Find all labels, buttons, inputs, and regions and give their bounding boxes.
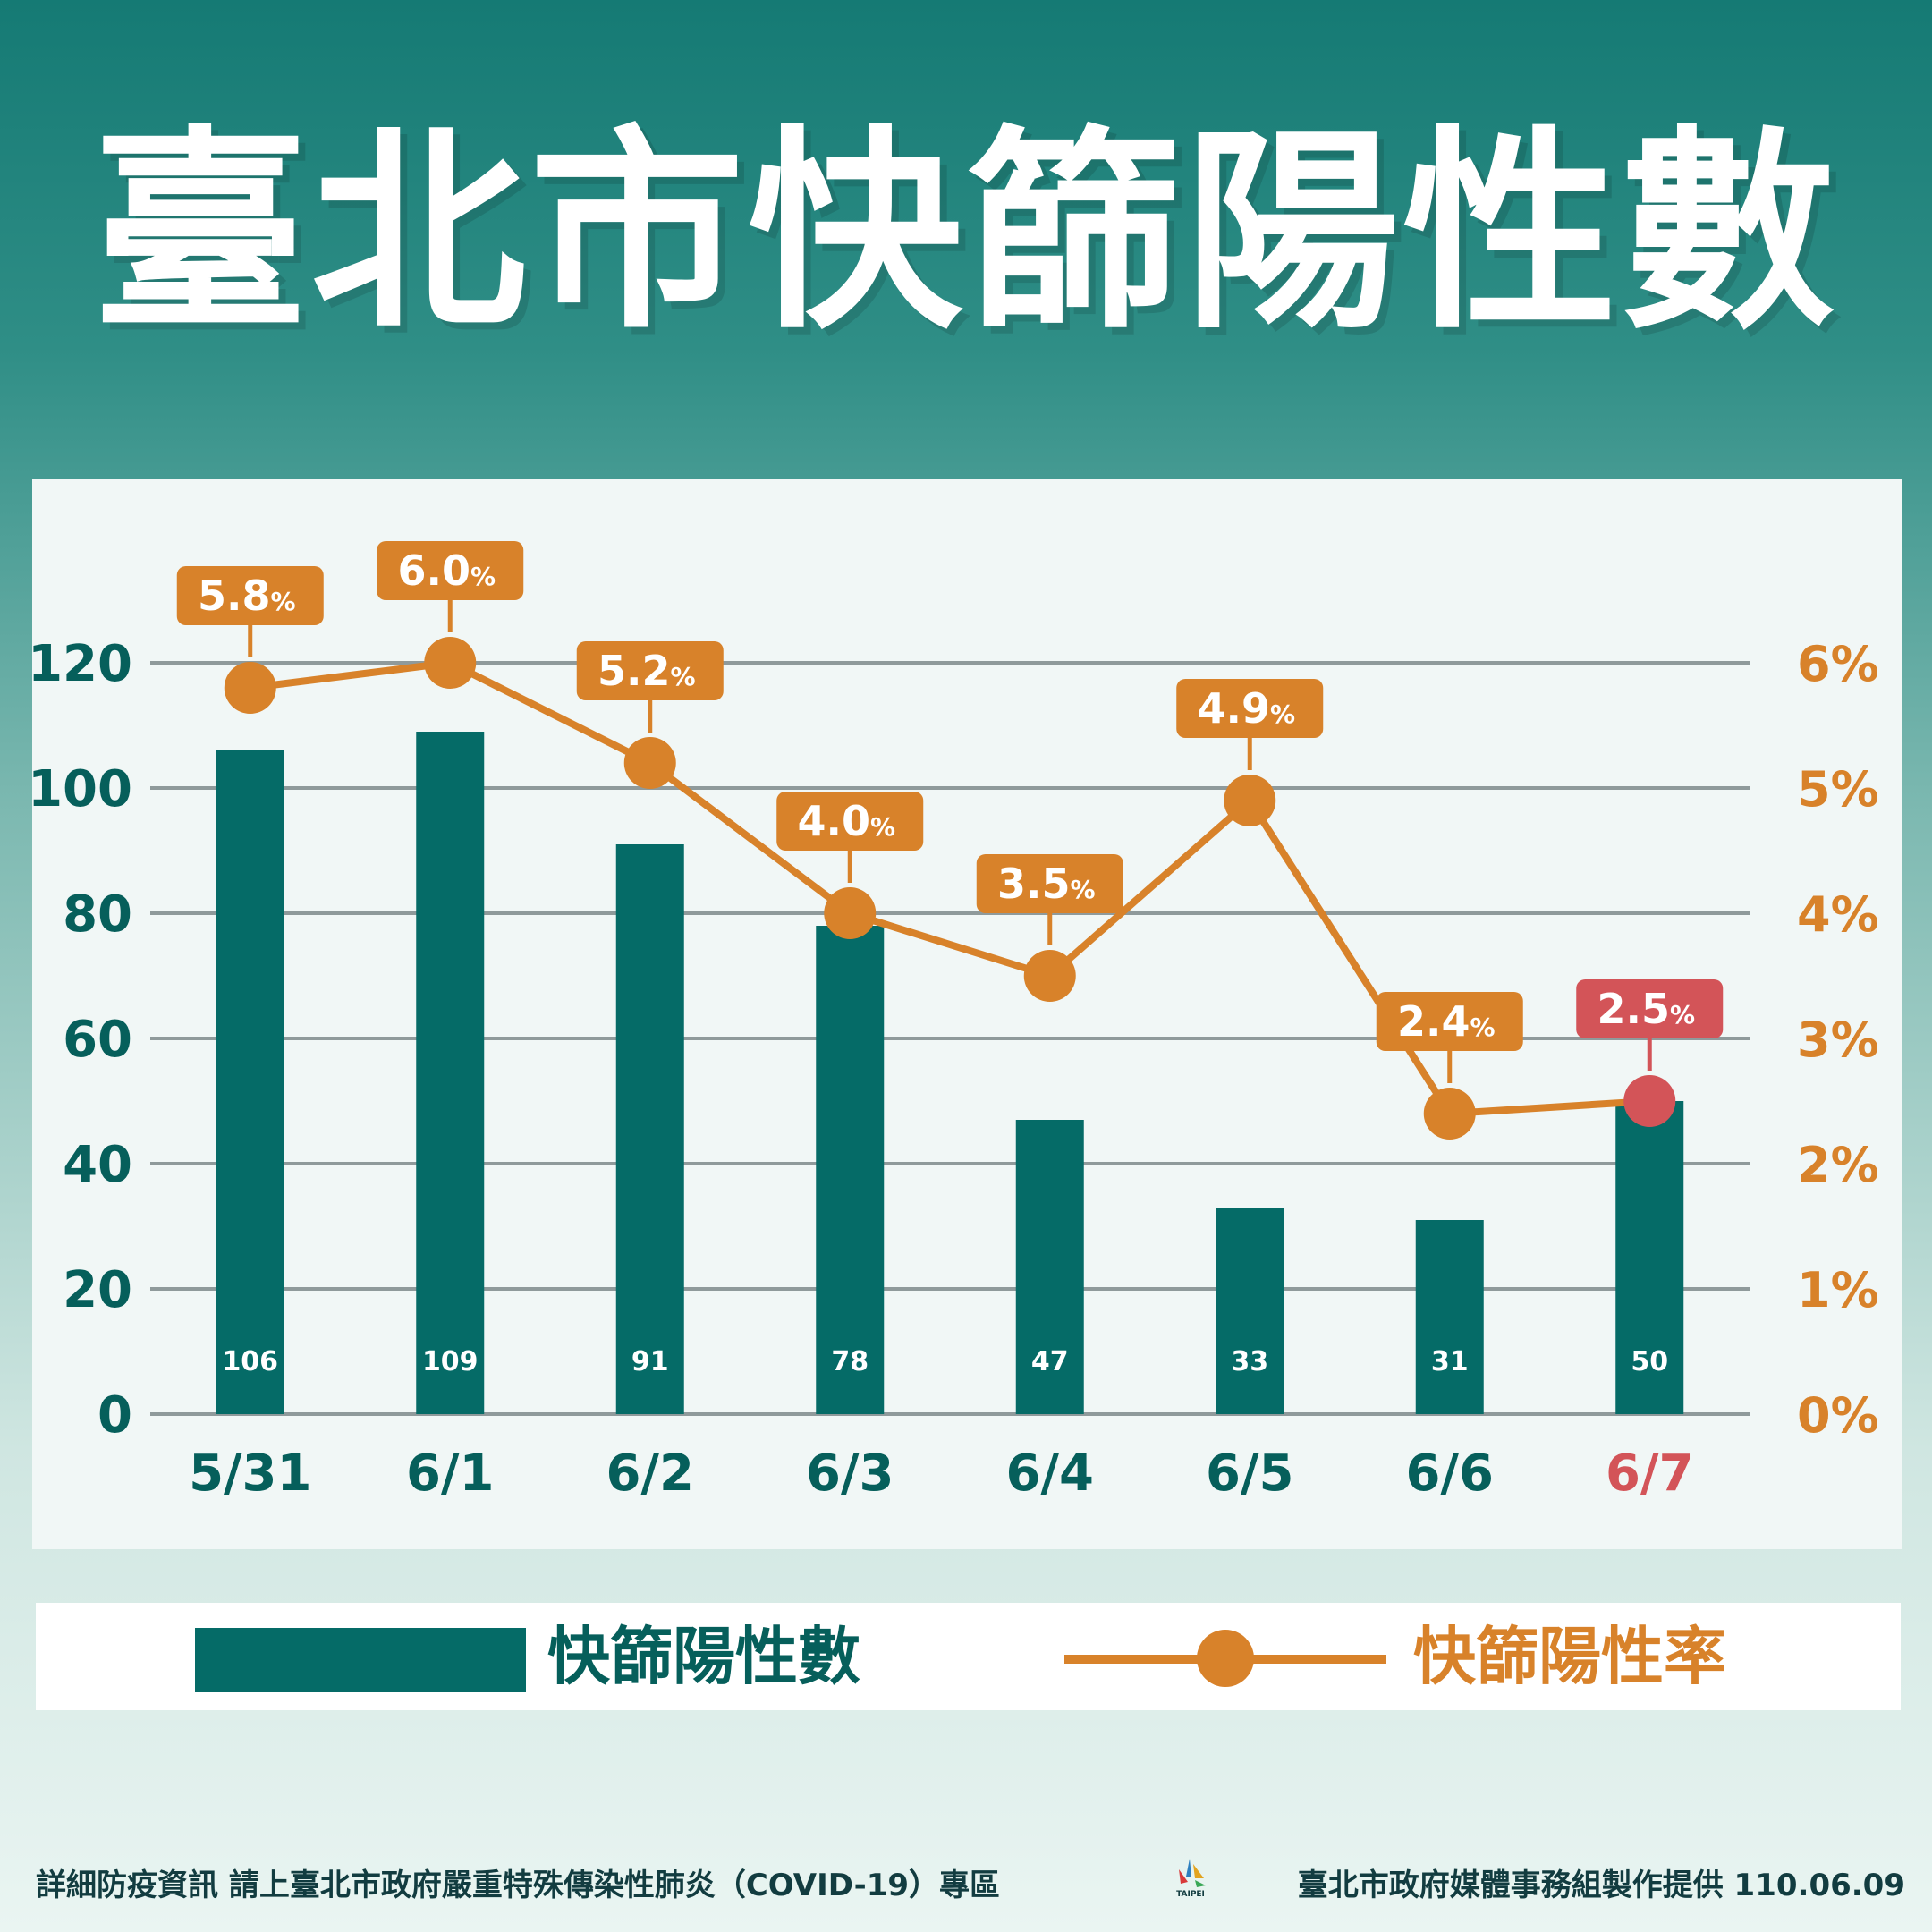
right-axis: 0% 1% 2% 3% 4% 5% 6% xyxy=(1797,636,1879,1444)
rate-callout-box xyxy=(976,854,1123,913)
right-tick-label: 4% xyxy=(1797,886,1879,943)
left-tick-label: 60 xyxy=(63,1011,132,1069)
bar xyxy=(816,926,885,1414)
footer-note: 詳細防疫資訊 請上臺北市政府嚴重特殊傳染性肺炎（COVID-19）專區 xyxy=(36,1868,1001,1903)
left-tick-label: 40 xyxy=(63,1136,132,1194)
x-tick-label: 6/7 xyxy=(1606,1445,1693,1503)
bar-value-label: 31 xyxy=(1431,1346,1469,1377)
rate-callout-label: 2.4% xyxy=(1397,997,1496,1046)
right-tick-label: 2% xyxy=(1797,1137,1879,1193)
rate-value: 2.5 xyxy=(1597,985,1670,1033)
legend-marker-dot xyxy=(1197,1630,1254,1687)
bar-value-label: 50 xyxy=(1631,1346,1668,1377)
bar-series: 106 109 91 78 47 33 31 50 xyxy=(216,732,1684,1414)
left-tick-label: 80 xyxy=(63,886,132,944)
logo-text: TAIPEI xyxy=(1176,1890,1205,1899)
rate-callout-box xyxy=(176,566,324,625)
left-tick-label: 0 xyxy=(97,1386,132,1445)
x-tick-label: 6/4 xyxy=(1006,1445,1094,1503)
rate-unit: % xyxy=(470,562,496,591)
legend-bar-label: 快篩陽性數 xyxy=(547,1620,860,1693)
bar-value-label: 91 xyxy=(631,1346,669,1377)
rate-unit: % xyxy=(1470,1013,1495,1042)
footer: 詳細防疫資訊 請上臺北市政府嚴重特殊傳染性肺炎（COVID-19）專區 TAIP… xyxy=(36,1859,1905,1905)
rate-callouts: 5.8%6.0%5.2%4.0%3.5%4.9%2.4% 2.5% xyxy=(176,541,1724,1083)
legend: 快篩陽性數 快篩陽性率 xyxy=(36,1603,1901,1710)
rate-value: 5.8 xyxy=(198,572,271,620)
rate-callout-label: 2.5% xyxy=(1597,985,1695,1033)
rate-unit: % xyxy=(1270,699,1295,729)
rate-point xyxy=(1023,950,1076,1002)
rate-callout-label: 3.5% xyxy=(997,860,1096,908)
rate-callout-box xyxy=(1376,992,1523,1051)
rate-unit: % xyxy=(1670,1000,1695,1030)
rate-callout-box xyxy=(1576,979,1724,1038)
rate-value: 6.0 xyxy=(397,547,470,595)
legend-line-label: 快篩陽性率 xyxy=(1413,1620,1726,1693)
x-tick-label: 6/2 xyxy=(606,1445,694,1503)
bar xyxy=(615,844,684,1414)
rate-callout-label: 6.0% xyxy=(397,547,496,595)
chart-title: 臺北市快篩陽性數 xyxy=(92,107,1839,358)
rate-callout-label: 5.2% xyxy=(597,647,696,695)
rate-value: 2.4 xyxy=(1397,997,1470,1046)
bar xyxy=(1015,1120,1084,1414)
bar-value-label: 33 xyxy=(1231,1346,1268,1377)
bar xyxy=(1415,1220,1484,1414)
rate-callout-label: 4.0% xyxy=(797,797,895,845)
rate-callout-box xyxy=(1176,679,1324,738)
right-tick-label: 6% xyxy=(1797,636,1879,692)
x-tick-label: 6/6 xyxy=(1406,1445,1494,1503)
x-axis: 5/31 6/1 6/2 6/3 6/4 6/5 6/6 6/7 xyxy=(189,1445,1693,1503)
rate-unit: % xyxy=(270,587,295,616)
rate-value: 3.5 xyxy=(997,860,1071,908)
rate-unit: % xyxy=(870,812,895,842)
x-tick-label: 6/5 xyxy=(1206,1445,1293,1503)
rate-callout-label: 5.8% xyxy=(198,572,296,620)
bar-value-label: 47 xyxy=(1031,1346,1069,1377)
line-series xyxy=(224,637,1676,1140)
rate-point xyxy=(824,887,877,939)
footer-credit: 臺北市政府媒體事務組製作提供 110.06.09 xyxy=(1297,1868,1905,1903)
bar xyxy=(1216,1208,1284,1414)
rate-value: 4.0 xyxy=(797,797,870,845)
rate-line xyxy=(250,659,1650,1117)
right-tick-label: 3% xyxy=(1797,1012,1879,1068)
bar-value-label: 78 xyxy=(831,1346,869,1377)
rate-value: 4.9 xyxy=(1197,684,1270,733)
x-tick-label: 6/3 xyxy=(806,1445,894,1503)
rate-point xyxy=(623,737,676,789)
rate-callout-box xyxy=(776,792,924,851)
x-tick-label: 5/31 xyxy=(189,1445,311,1503)
rate-unit: % xyxy=(1070,875,1095,904)
taipei-logo-icon: TAIPEI xyxy=(1176,1859,1206,1899)
x-tick-label: 6/1 xyxy=(406,1445,494,1503)
bar xyxy=(416,732,485,1414)
left-tick-label: 100 xyxy=(32,760,132,818)
rate-point xyxy=(224,662,276,714)
right-tick-label: 0% xyxy=(1797,1387,1879,1444)
rate-point xyxy=(424,637,477,689)
bar xyxy=(216,750,284,1414)
bar-value-label: 109 xyxy=(422,1346,479,1377)
bar-value-label: 106 xyxy=(222,1346,278,1377)
rate-unit: % xyxy=(670,662,695,691)
right-tick-label: 1% xyxy=(1797,1262,1879,1318)
rate-value: 5.2 xyxy=(597,647,671,695)
left-tick-label: 120 xyxy=(32,635,132,693)
rate-point xyxy=(1423,1088,1476,1140)
rate-callout-box xyxy=(576,641,724,700)
left-tick-label: 20 xyxy=(63,1261,132,1319)
legend-bar-swatch xyxy=(195,1628,526,1692)
bar xyxy=(1615,1101,1684,1414)
chart-panel: 0 20 40 60 80 100 120 0% 1% 2% 3% 4% 5% 6% 106 109 91 7… xyxy=(32,479,1902,1549)
combo-chart: 0 20 40 60 80 100 120 0% 1% 2% 3% 4% 5% 6% 106 109 91 7… xyxy=(32,541,1879,1503)
left-axis: 0 20 40 60 80 100 120 xyxy=(32,635,132,1445)
rate-callout-box xyxy=(377,541,524,600)
right-tick-label: 5% xyxy=(1797,761,1879,818)
rate-point xyxy=(1224,775,1276,826)
rate-point xyxy=(1623,1075,1676,1127)
rate-callout-label: 4.9% xyxy=(1197,684,1295,733)
